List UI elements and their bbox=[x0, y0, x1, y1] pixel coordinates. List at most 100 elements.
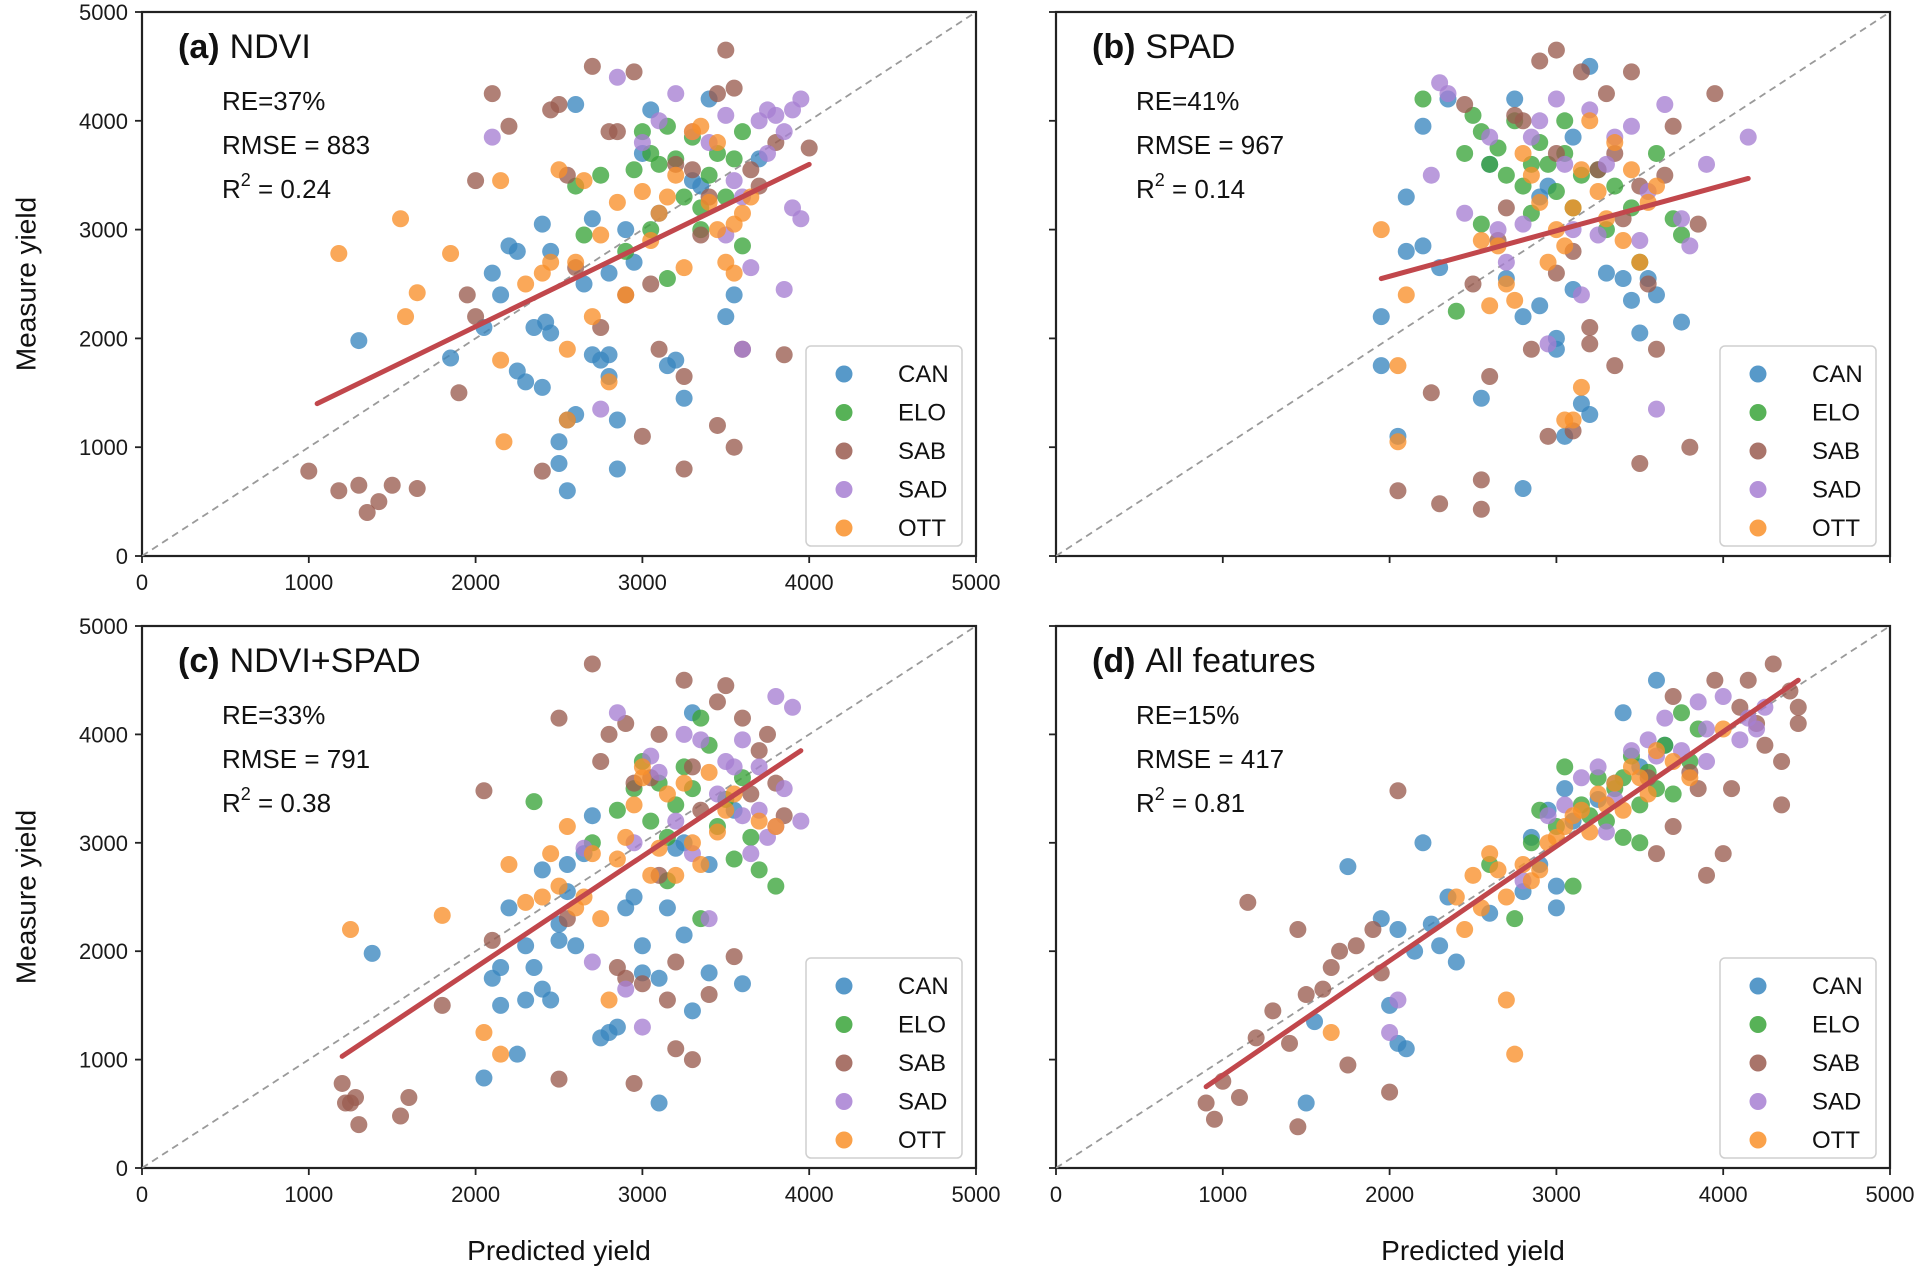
panel-a-point-sab bbox=[383, 476, 401, 494]
panel-a-point-sad bbox=[650, 112, 668, 130]
panel-c-point-can bbox=[700, 964, 718, 982]
panel-b-point-can bbox=[1531, 297, 1549, 315]
panel-c-point-can bbox=[733, 975, 751, 993]
panel-c-point-can bbox=[500, 899, 518, 917]
panel-b-point-ott bbox=[1564, 199, 1582, 217]
panel-a-point-sab bbox=[742, 161, 760, 179]
panel-a-xtick-label: 2000 bbox=[451, 570, 500, 595]
panel-d-point-can bbox=[1547, 877, 1565, 895]
panel-c-point-can bbox=[492, 958, 510, 976]
panel-b: (b) SPAD RE=41% RMSE = 967 R2 = 0.14 CAN ELO SA… bbox=[1049, 10, 1892, 563]
panel-d-point-sab bbox=[1314, 980, 1332, 998]
panel-b-point-sad bbox=[1547, 90, 1565, 108]
panel-a-point-ott bbox=[592, 226, 610, 244]
panel-a-point-sad bbox=[775, 280, 793, 298]
panel-a-point-elo bbox=[650, 155, 668, 173]
panel-d-legend-marker-can bbox=[1749, 977, 1767, 995]
panel-b-point-sab bbox=[1689, 215, 1707, 233]
panel-a-point-sab bbox=[633, 427, 651, 445]
panel-d-point-sab bbox=[1739, 671, 1757, 689]
panel-a-point-can bbox=[350, 332, 368, 350]
panel-d-point-sab bbox=[1756, 736, 1774, 754]
panel-b-point-elo bbox=[1456, 144, 1474, 162]
panel-c-point-can bbox=[517, 991, 535, 1009]
panel-c-point-ott bbox=[692, 855, 710, 873]
panel-b-point-can bbox=[1472, 389, 1490, 407]
panel-d-point-sab bbox=[1647, 845, 1665, 863]
panel-c-point-elo bbox=[525, 793, 543, 811]
panel-a-ylabel: Measure yield bbox=[11, 197, 42, 371]
panel-c-point-can bbox=[475, 1069, 493, 1087]
panel-c-point-can bbox=[567, 937, 585, 955]
panel-a-point-can bbox=[533, 378, 551, 396]
panel-d-point-sab bbox=[1381, 1083, 1399, 1101]
panel-c-point-can bbox=[608, 1018, 626, 1036]
panel-d-point-sab bbox=[1230, 1089, 1248, 1107]
panel-a-point-can bbox=[550, 433, 568, 451]
panel-c-legend-marker-can bbox=[835, 977, 853, 995]
panel-a-point-can bbox=[617, 221, 635, 239]
panel-c-point-sab bbox=[725, 948, 743, 966]
panel-c-point-sad bbox=[633, 1018, 651, 1036]
panel-c-ytick-label: 4000 bbox=[79, 722, 128, 747]
panel-a-legend-marker-can bbox=[835, 365, 853, 383]
panel-b-point-can bbox=[1581, 406, 1599, 424]
panel-b-point-sab bbox=[1647, 340, 1665, 358]
panel-d-point-sab bbox=[1339, 1056, 1357, 1074]
panel-c-title-name: NDVI+SPAD bbox=[230, 642, 421, 680]
panel-c-points bbox=[333, 655, 810, 1134]
panel-c-point-sad bbox=[617, 980, 635, 998]
panel-a-title: (a) NDVI bbox=[178, 28, 311, 66]
panel-d-point-ott bbox=[1456, 921, 1474, 939]
panel-c-legend: CAN ELO SAB SAD OTT bbox=[805, 957, 963, 1159]
panel-d-point-sad bbox=[1656, 709, 1674, 727]
panel-b-point-sab bbox=[1456, 95, 1474, 113]
panel-a-point-elo bbox=[725, 150, 743, 168]
panel-b-point-can bbox=[1414, 237, 1432, 255]
panel-c-point-sab bbox=[750, 742, 768, 760]
panel-d-point-ott bbox=[1481, 845, 1499, 863]
panel-c-point-ott bbox=[500, 855, 518, 873]
panel-d-metric-rmse: RMSE = 417 bbox=[1136, 744, 1284, 774]
panel-d-point-can bbox=[1297, 1094, 1315, 1112]
panel-c-point-sad bbox=[733, 731, 751, 749]
panel-c-point-ott bbox=[642, 866, 660, 884]
panel-b-legend-marker-elo bbox=[1749, 404, 1767, 421]
panel-d-xtick-label: 2000 bbox=[1365, 1182, 1414, 1207]
panel-a-point-ott bbox=[567, 253, 585, 271]
panel-d-point-can bbox=[1547, 899, 1565, 917]
panel-c-point-sab bbox=[475, 782, 493, 800]
panel-d-xtick-label: 0 bbox=[1050, 1182, 1062, 1207]
panel-a-point-sad bbox=[725, 172, 743, 190]
panel-d-point-sab bbox=[1289, 1118, 1307, 1136]
panel-c-point-can bbox=[650, 969, 668, 987]
panel-a-point-sab bbox=[300, 462, 318, 480]
panel-d-legend-marker-elo bbox=[1749, 1016, 1767, 1033]
panel-c-xtick-label: 1000 bbox=[284, 1182, 333, 1207]
panel-b-point-sab bbox=[1497, 199, 1515, 217]
panel-a-point-sab bbox=[775, 346, 793, 364]
panel-a-legend: CAN ELO SAB SAD OTT bbox=[805, 345, 963, 547]
panel-c-point-sab bbox=[400, 1089, 418, 1107]
panel-a-point-sab bbox=[358, 503, 376, 521]
panel-b-point-ott bbox=[1614, 231, 1632, 249]
panel-a-point-ott bbox=[558, 340, 576, 358]
panel-c-point-sad bbox=[792, 812, 810, 830]
panel-a-legend-label-sad: SAD bbox=[898, 477, 947, 504]
panel-a-metric-rmse: RMSE = 883 bbox=[222, 130, 370, 160]
panel-c-point-sab bbox=[633, 975, 651, 993]
panel-a-point-sab bbox=[330, 482, 348, 500]
panel-c-point-sad bbox=[583, 953, 601, 971]
panel-b-point-elo bbox=[1547, 183, 1565, 201]
panel-a-point-ott bbox=[330, 245, 348, 263]
panel-a-point-can bbox=[575, 275, 593, 293]
panel-c-point-sad bbox=[784, 698, 802, 716]
panel-c-point-sad bbox=[667, 812, 685, 830]
panel-a-point-can bbox=[600, 264, 618, 282]
panel-b-point-can bbox=[1564, 128, 1582, 146]
panel-a-point-can bbox=[667, 351, 685, 369]
panel-a-point-sab bbox=[550, 95, 568, 113]
panel-c-point-sab bbox=[347, 1089, 365, 1107]
panel-b-point-sab bbox=[1539, 427, 1557, 445]
